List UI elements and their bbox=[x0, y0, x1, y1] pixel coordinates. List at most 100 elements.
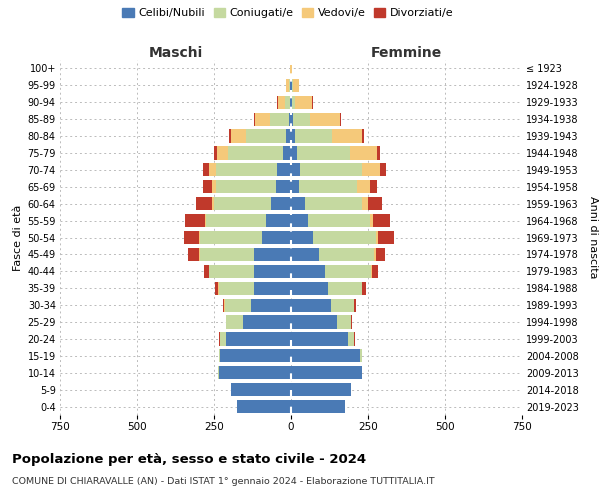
Y-axis label: Anni di nascita: Anni di nascita bbox=[589, 196, 598, 279]
Bar bbox=[200, 248, 254, 261]
Bar bbox=[209, 164, 215, 176]
Bar bbox=[291, 197, 305, 210]
Text: Maschi: Maschi bbox=[148, 46, 203, 60]
Bar bbox=[209, 264, 254, 278]
Bar bbox=[357, 180, 370, 194]
Bar bbox=[362, 197, 368, 210]
Bar bbox=[251, 298, 291, 312]
Bar bbox=[332, 130, 362, 142]
Bar bbox=[312, 96, 313, 109]
Bar bbox=[296, 146, 350, 160]
Bar bbox=[218, 366, 291, 380]
Bar bbox=[370, 214, 373, 227]
Bar bbox=[291, 400, 345, 413]
Bar bbox=[199, 231, 200, 244]
Bar bbox=[271, 197, 291, 210]
Bar bbox=[291, 383, 351, 396]
Bar bbox=[203, 164, 209, 176]
Bar bbox=[289, 79, 290, 92]
Bar bbox=[295, 130, 332, 142]
Bar bbox=[277, 96, 278, 109]
Bar bbox=[291, 130, 295, 142]
Bar bbox=[362, 282, 365, 295]
Bar bbox=[225, 298, 251, 312]
Bar bbox=[380, 164, 386, 176]
Bar bbox=[308, 214, 370, 227]
Bar bbox=[247, 130, 286, 142]
Bar bbox=[231, 130, 247, 142]
Bar bbox=[362, 164, 380, 176]
Bar bbox=[206, 214, 266, 227]
Bar bbox=[348, 332, 354, 345]
Bar bbox=[203, 180, 212, 194]
Bar bbox=[370, 180, 377, 194]
Bar bbox=[231, 383, 291, 396]
Bar bbox=[377, 146, 380, 160]
Bar bbox=[310, 112, 340, 126]
Bar bbox=[254, 264, 291, 278]
Bar bbox=[291, 332, 348, 345]
Bar bbox=[293, 79, 299, 92]
Bar bbox=[226, 316, 243, 328]
Bar bbox=[214, 146, 217, 160]
Bar bbox=[291, 180, 299, 194]
Bar bbox=[270, 112, 289, 126]
Bar bbox=[290, 96, 291, 109]
Bar bbox=[291, 248, 319, 261]
Text: Femmine: Femmine bbox=[371, 46, 442, 60]
Bar bbox=[292, 79, 293, 92]
Bar bbox=[286, 130, 291, 142]
Bar bbox=[212, 197, 214, 210]
Bar bbox=[295, 96, 312, 109]
Text: Popolazione per età, sesso e stato civile - 2024: Popolazione per età, sesso e stato civil… bbox=[12, 452, 366, 466]
Bar bbox=[184, 231, 199, 244]
Bar bbox=[372, 264, 377, 278]
Bar bbox=[291, 164, 300, 176]
Bar bbox=[254, 282, 291, 295]
Bar bbox=[215, 180, 275, 194]
Bar bbox=[374, 248, 376, 261]
Bar bbox=[351, 316, 352, 328]
Bar bbox=[325, 264, 371, 278]
Bar bbox=[229, 130, 231, 142]
Bar bbox=[200, 231, 262, 244]
Bar bbox=[220, 332, 226, 345]
Bar bbox=[278, 96, 286, 109]
Bar bbox=[291, 282, 328, 295]
Bar bbox=[237, 400, 291, 413]
Bar bbox=[373, 214, 390, 227]
Bar bbox=[350, 146, 377, 160]
Text: COMUNE DI CHIARAVALLE (AN) - Dati ISTAT 1° gennaio 2024 - Elaborazione TUTTITALI: COMUNE DI CHIARAVALLE (AN) - Dati ISTAT … bbox=[12, 478, 434, 486]
Bar bbox=[371, 264, 372, 278]
Bar bbox=[292, 96, 295, 109]
Bar bbox=[205, 214, 206, 227]
Bar bbox=[286, 96, 290, 109]
Bar bbox=[215, 164, 277, 176]
Bar bbox=[376, 248, 385, 261]
Bar bbox=[218, 349, 220, 362]
Bar bbox=[277, 164, 291, 176]
Bar bbox=[291, 366, 362, 380]
Bar bbox=[305, 197, 362, 210]
Bar bbox=[243, 316, 291, 328]
Bar bbox=[293, 112, 310, 126]
Bar bbox=[291, 316, 337, 328]
Bar bbox=[214, 197, 271, 210]
Bar bbox=[291, 349, 360, 362]
Bar bbox=[223, 298, 224, 312]
Bar bbox=[226, 332, 291, 345]
Bar bbox=[291, 79, 292, 92]
Bar bbox=[291, 298, 331, 312]
Bar bbox=[319, 248, 374, 261]
Bar bbox=[291, 264, 325, 278]
Bar bbox=[188, 248, 199, 261]
Bar bbox=[313, 231, 376, 244]
Bar bbox=[376, 231, 378, 244]
Bar bbox=[254, 112, 270, 126]
Bar bbox=[291, 146, 296, 160]
Bar bbox=[228, 146, 283, 160]
Bar bbox=[254, 248, 291, 261]
Bar bbox=[331, 298, 354, 312]
Bar bbox=[368, 197, 382, 210]
Bar bbox=[215, 282, 218, 295]
